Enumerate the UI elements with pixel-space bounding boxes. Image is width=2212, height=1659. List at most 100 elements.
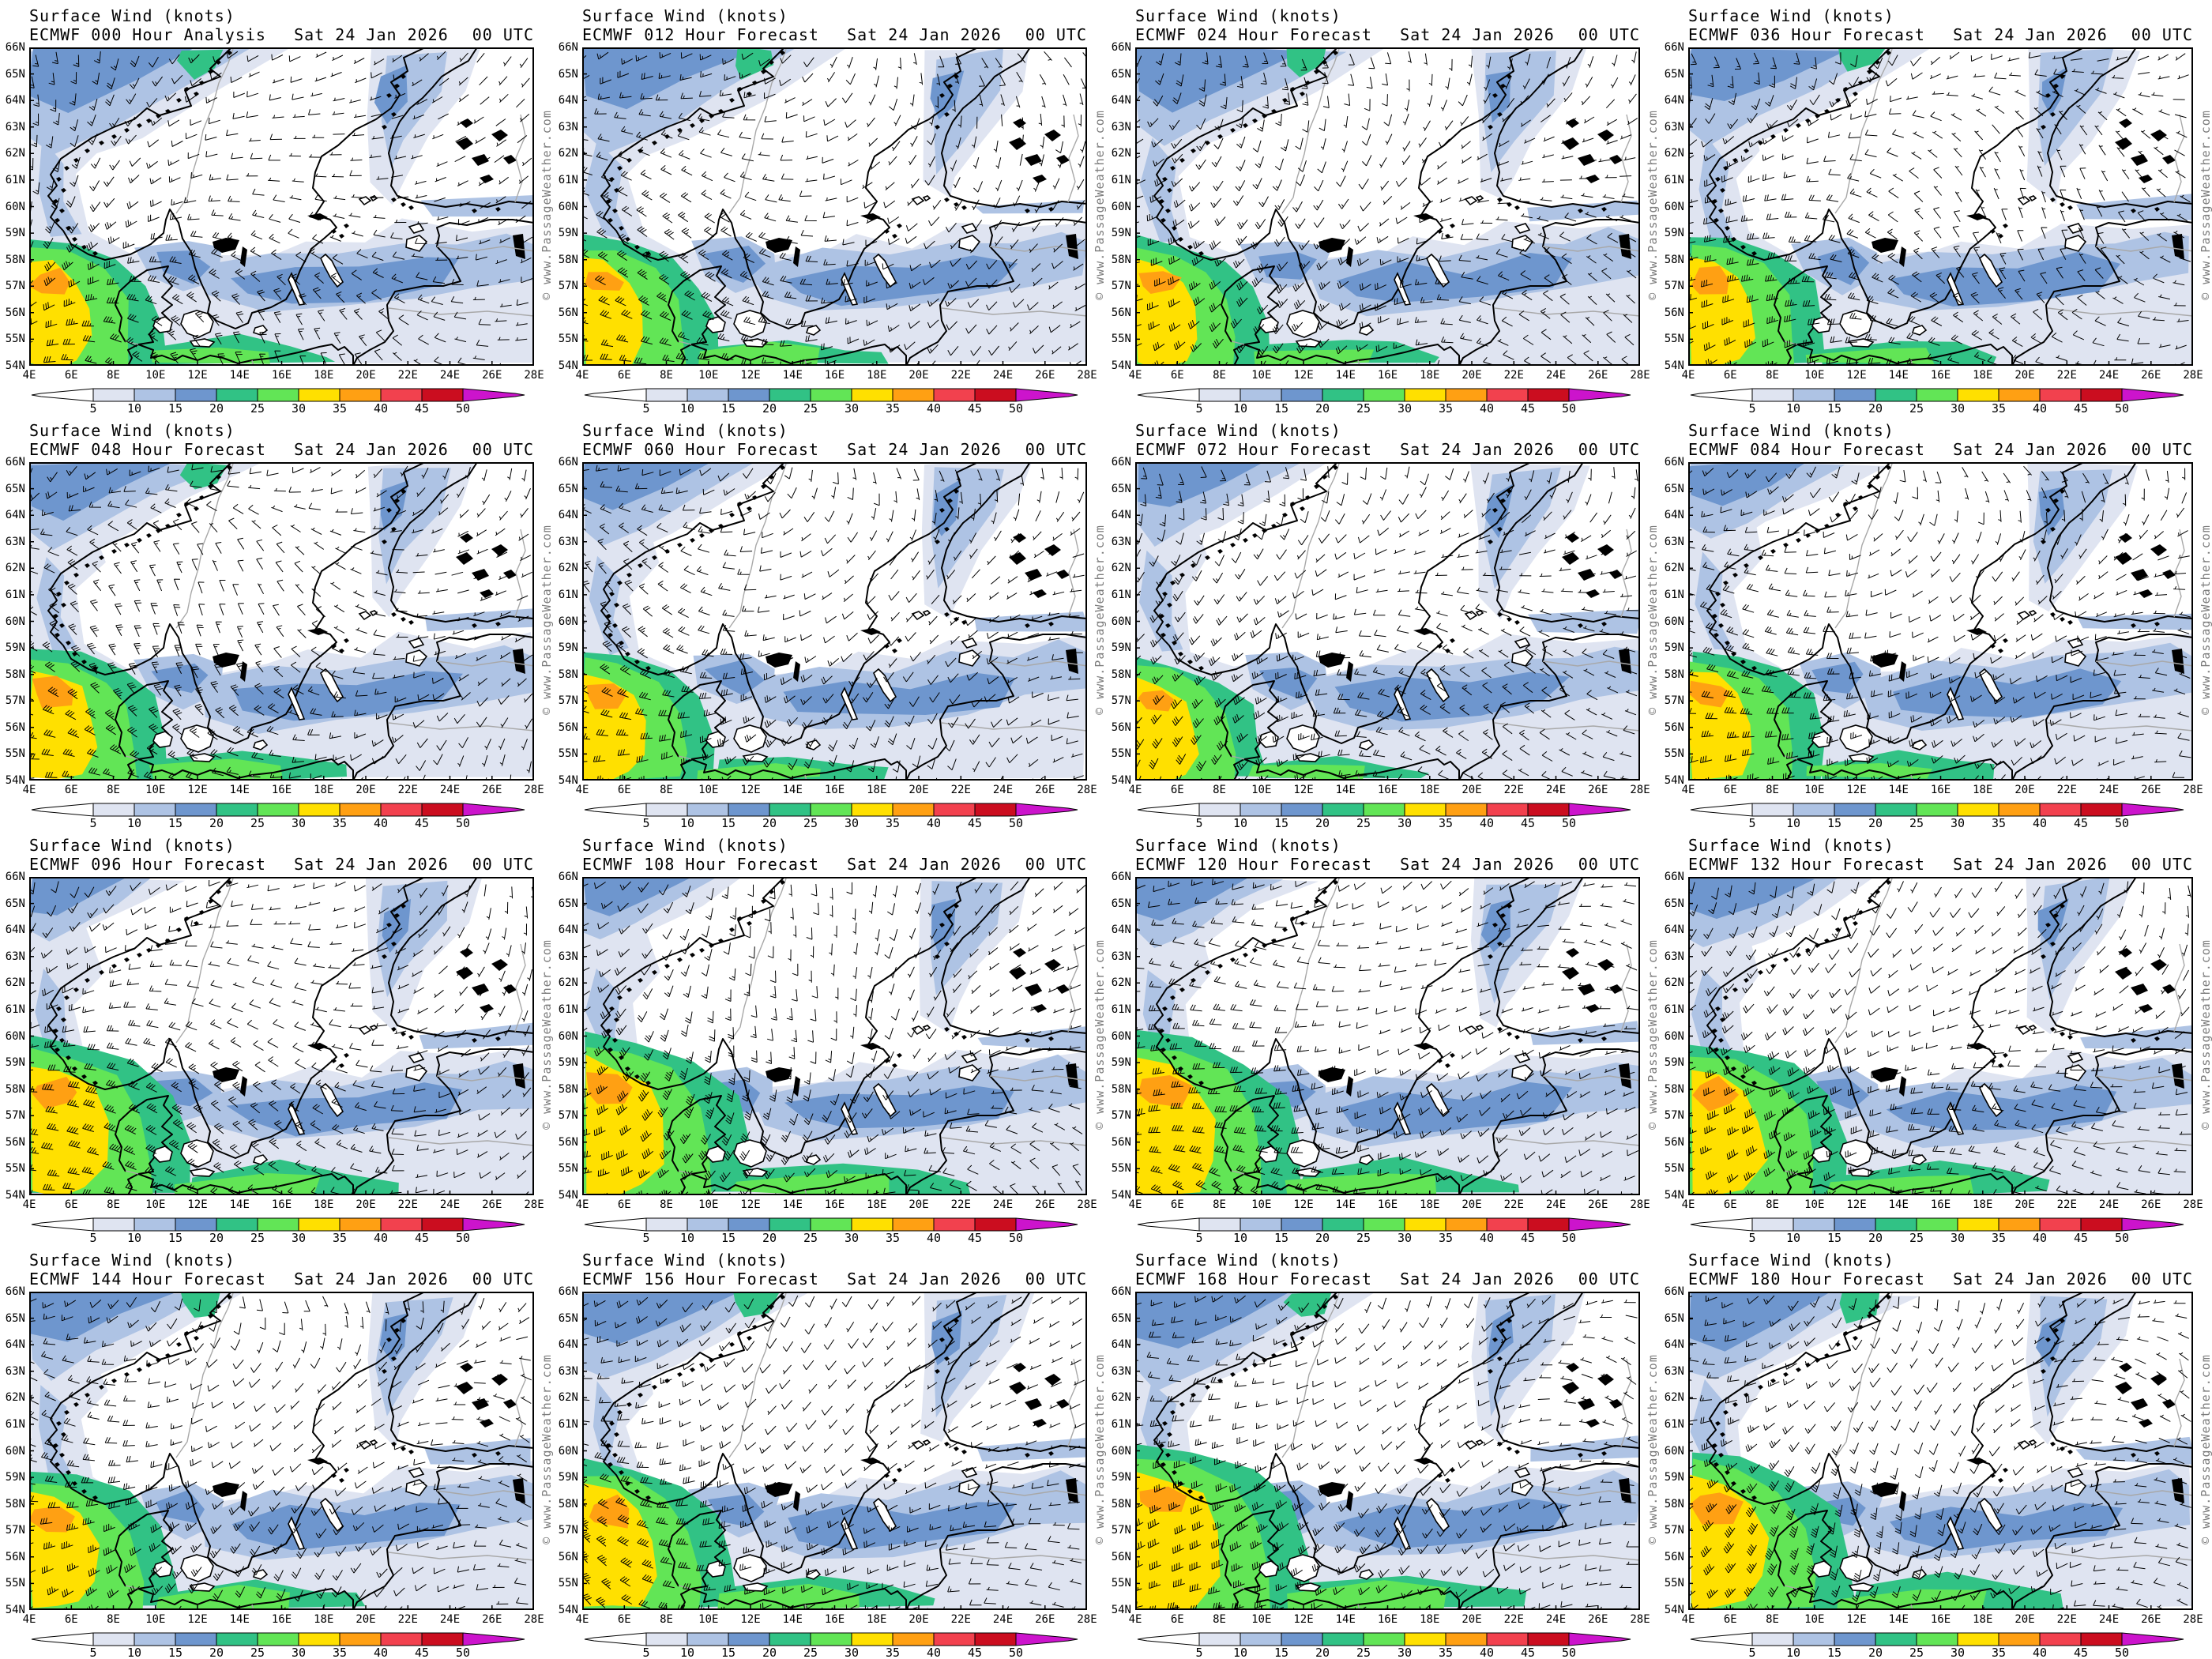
- wind-shading-region: [585, 272, 624, 291]
- lat-label: 54N: [558, 1189, 578, 1202]
- panel-subheader: ECMWF 144 Hour Forecast Sat 24 Jan 2026 0…: [0, 1270, 553, 1290]
- panel-subheader: ECMWF 072 Hour Forecast Sat 24 Jan 2026 0…: [1106, 440, 1659, 461]
- scale-segment: [298, 1217, 340, 1232]
- wind-shading-region: [38, 138, 82, 237]
- scale-value-label: 10: [1233, 1646, 1247, 1659]
- lat-label: 55N: [1664, 1162, 1684, 1176]
- country-border: [941, 722, 1087, 732]
- lon-label: 24E: [1545, 1613, 1567, 1626]
- scale-underflow-arrow: [584, 388, 647, 402]
- scale-segment: [175, 388, 217, 402]
- lon-label: 24E: [439, 784, 461, 796]
- forecast-panel: Surface Wind (knots) ECMWF 180 Hour Fore…: [1659, 1244, 2212, 1659]
- scale-value-label: 5: [642, 401, 649, 415]
- axis-ticks: [582, 1292, 1087, 1610]
- lon-label: 24E: [2098, 784, 2120, 796]
- lat-label: 64N: [1664, 1338, 1684, 1352]
- scale-value-label: 15: [1827, 1231, 1841, 1244]
- lon-label: 16E: [824, 369, 845, 382]
- lon-label: 14E: [782, 369, 803, 382]
- lon-label: 18E: [867, 1198, 887, 1211]
- scale-underflow-arrow: [1690, 388, 1753, 402]
- coastline: [1706, 1292, 2085, 1574]
- lat-label: 66N: [1664, 871, 1684, 883]
- scale-value-label: 35: [1439, 1646, 1453, 1659]
- panel-title: Surface Wind (knots): [29, 1251, 235, 1270]
- watermark-text: © www.PassageWeather.com: [540, 1354, 553, 1544]
- lon-label: 24E: [992, 1198, 1014, 1211]
- lat-label: 66N: [1111, 456, 1131, 468]
- scale-segment: [380, 388, 423, 402]
- lat-label: 60N: [558, 200, 578, 213]
- scale-value-label: 35: [333, 401, 347, 415]
- scale-segment: [1998, 1217, 2041, 1232]
- wind-shading-region: [32, 675, 74, 709]
- scale-segment: [645, 1217, 688, 1232]
- scale-value-label: 15: [1827, 401, 1841, 415]
- country-border: [125, 1585, 139, 1589]
- scale-segment: [257, 388, 299, 402]
- scale-segment: [728, 1632, 770, 1646]
- lat-label: 59N: [1664, 227, 1684, 240]
- islands: [1811, 195, 2087, 348]
- lat-label: 59N: [558, 1471, 578, 1484]
- lon-label: 14E: [1888, 1613, 1909, 1626]
- wind-map: [582, 1292, 1087, 1610]
- wind-shading-region: [1688, 48, 1845, 101]
- forecast-panel: Surface Wind (knots) ECMWF 168 Hour Fore…: [1106, 1244, 1659, 1659]
- scale-segment: [851, 1217, 893, 1232]
- scale-value-label: 35: [333, 1646, 347, 1659]
- scale-value-label: 40: [374, 401, 388, 415]
- lon-label: 20E: [908, 1198, 929, 1211]
- lat-label: 64N: [1111, 509, 1131, 522]
- lat-label: 66N: [5, 456, 25, 468]
- scale-value-label: 30: [292, 816, 306, 830]
- scale-value-label: 35: [1439, 1231, 1453, 1244]
- lon-label: 18E: [314, 1613, 334, 1626]
- scale-segment: [339, 388, 382, 402]
- axis-ticks: [1688, 1292, 2193, 1610]
- lat-label: 54N: [1664, 359, 1684, 372]
- forecast-panel: Surface Wind (knots) ECMWF 024 Hour Fore…: [1106, 0, 1659, 415]
- lon-label: 14E: [1335, 1198, 1356, 1211]
- valid-datetime: Sat 24 Jan 2026 00 UTC: [1953, 440, 2193, 459]
- lat-label: 56N: [558, 1135, 578, 1149]
- lat-label: 54N: [5, 359, 25, 372]
- scale-value-label: 40: [374, 1231, 388, 1244]
- lon-label: 12E: [187, 784, 208, 796]
- lat-label: 55N: [558, 1577, 578, 1590]
- lat-label: 55N: [5, 1162, 25, 1176]
- lat-label: 64N: [5, 509, 25, 522]
- lakes: [213, 533, 525, 682]
- wind-shading-region: [585, 141, 631, 241]
- scale-segment: [134, 1632, 176, 1646]
- lon-label: 24E: [1545, 1198, 1567, 1211]
- wind-map: [1688, 462, 2193, 781]
- watermark-text: © www.PassageWeather.com: [1646, 525, 1659, 715]
- lat-label: 56N: [1111, 720, 1131, 734]
- valid-time: 00 UTC: [1025, 1270, 1087, 1288]
- lakes: [213, 948, 525, 1097]
- country-border: [1542, 1075, 1640, 1082]
- lon-label: 6E: [64, 369, 78, 382]
- valid-datetime: Sat 24 Jan 2026 00 UTC: [1953, 855, 2193, 874]
- lon-label: 12E: [187, 1613, 208, 1626]
- scale-segment: [769, 1632, 811, 1646]
- lat-label: 65N: [1111, 1311, 1131, 1325]
- lat-label: 63N: [1111, 120, 1131, 134]
- wind-shading-region: [1886, 1085, 2117, 1130]
- lon-label: 8E: [1213, 784, 1226, 796]
- lon-label: 4E: [1128, 1198, 1142, 1211]
- forecast-panel: Surface Wind (knots) ECMWF 132 Hour Fore…: [1659, 830, 2212, 1244]
- scale-segment: [1875, 1632, 1917, 1646]
- wind-speed-scale: 5 10 15 20 25 30 35 40 45 50: [1137, 1217, 1631, 1244]
- lon-label: 20E: [908, 784, 929, 796]
- watermark-text: © www.PassageWeather.com: [540, 525, 553, 715]
- scale-value-label: 15: [721, 816, 735, 830]
- scale-overflow-arrow: [1568, 1632, 1631, 1646]
- lon-label: 22E: [2056, 1613, 2077, 1626]
- lon-label: 16E: [1377, 1613, 1398, 1626]
- panel-subheader: ECMWF 180 Hour Forecast Sat 24 Jan 2026 0…: [1659, 1270, 2212, 1290]
- lat-label: 58N: [558, 1497, 578, 1510]
- axis-ticks: [29, 462, 534, 781]
